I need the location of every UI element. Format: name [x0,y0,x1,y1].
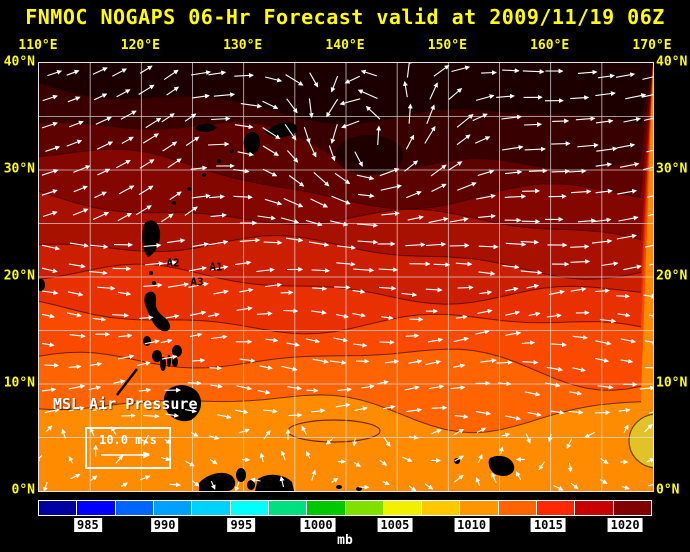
colorbar-segment [230,501,269,515]
colorbar-ticks: 985 990 995 1000 1005 1010 1015 1020 [38,518,652,533]
colorbar-segment [613,501,651,515]
colorbar-segment [39,501,78,515]
wind-vector-field [39,63,653,491]
colorbar-segment [192,501,231,515]
colorbar-segment [268,501,308,515]
colorbar-tick-label: 1010 [454,518,490,532]
colorbar-segment [77,501,116,515]
lon-tick-label: 120°E [120,38,160,53]
colorbar-segment [153,501,193,515]
colorbar-segment [307,501,346,515]
lon-tick-label: 170°E [632,38,672,53]
lat-tick-label: 30°N [3,161,35,177]
chart-title: FNMOC NOGAPS 06-Hr Forecast valid at 200… [25,5,665,29]
lon-tick-label: 150°E [427,38,467,53]
lon-tick-label: 110°E [18,38,58,53]
colorbar-segment [383,501,423,515]
lat-tick-label: 40°N [3,54,35,70]
colorbar-segment [575,501,614,515]
colorbar-segment [345,501,384,515]
pressure-map: A2 A1 A3 MSL Air Pressure 10.0 m/s [38,62,654,492]
coastlines [39,122,515,491]
wind-scale-arrow-icon [101,451,151,459]
colorbar-tick-label: 1005 [377,518,413,532]
colorbar-unit: mb [337,533,353,548]
colorbar-segment [422,501,461,515]
lon-tick-label: 160°E [530,38,570,53]
colorbar-tick-label: 995 [227,518,256,532]
annotation-A3: A3 [190,275,204,289]
lat-tick-label: 0°N [11,482,35,498]
colorbar-segment [115,501,154,515]
lat-tick-label: 10°N [656,375,688,391]
field-label: MSL Air Pressure [53,395,198,413]
lat-tick-label: 20°N [3,268,35,284]
lat-tick-label: 30°N [656,161,688,177]
colorbar-segment [498,501,538,515]
colorbar-tick-label: 990 [150,518,179,532]
colorbar-tick-label: 1020 [607,518,643,532]
lat-tick-label: 20°N [656,268,688,284]
lat-tick-label: 10°N [3,375,35,391]
annotation-A1: A1 [209,260,223,274]
colorbar-tick-label: 1015 [530,518,566,532]
colorbar [38,500,652,516]
grid-lines [39,63,653,491]
map-canvas [39,63,653,491]
lon-tick-label: 130°E [223,38,263,53]
lat-tick-label: 0°N [656,482,680,498]
annotation-A2: A2 [166,256,180,270]
colorbar-segment [537,501,576,515]
colorbar-tick-label: 985 [74,518,102,532]
lat-tick-label: 40°N [656,54,688,70]
colorbar-segment [460,501,499,515]
wind-scale-legend: 10.0 m/s [85,427,171,469]
colorbar-tick-label: 1000 [300,518,336,532]
lon-tick-label: 140°E [325,38,365,53]
wind-scale-value: 10.0 m/s [99,433,157,447]
